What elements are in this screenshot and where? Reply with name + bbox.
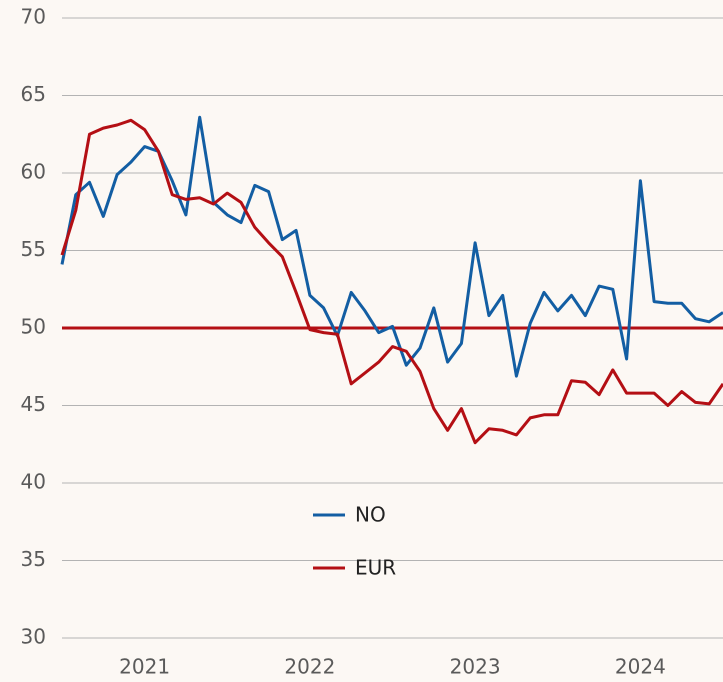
y-tick-label: 45 [21, 392, 46, 416]
legend-label: NO [355, 503, 386, 527]
y-tick-label: 55 [21, 237, 46, 261]
y-tick-label: 50 [21, 315, 46, 339]
y-tick-label: 30 [21, 625, 46, 649]
x-tick-label: 2021 [119, 655, 170, 679]
y-tick-label: 35 [21, 547, 46, 571]
y-tick-label: 40 [21, 470, 46, 494]
y-tick-label: 65 [21, 82, 46, 106]
line-no [60, 115, 723, 378]
line-eur [60, 118, 723, 445]
x-tick-label: 2022 [284, 655, 335, 679]
x-tick-label: 2023 [450, 655, 501, 679]
y-tick-label: 70 [21, 5, 46, 29]
x-tick-label: 2024 [615, 655, 666, 679]
legend-label: EUR [355, 556, 396, 580]
y-tick-label: 60 [21, 160, 46, 184]
